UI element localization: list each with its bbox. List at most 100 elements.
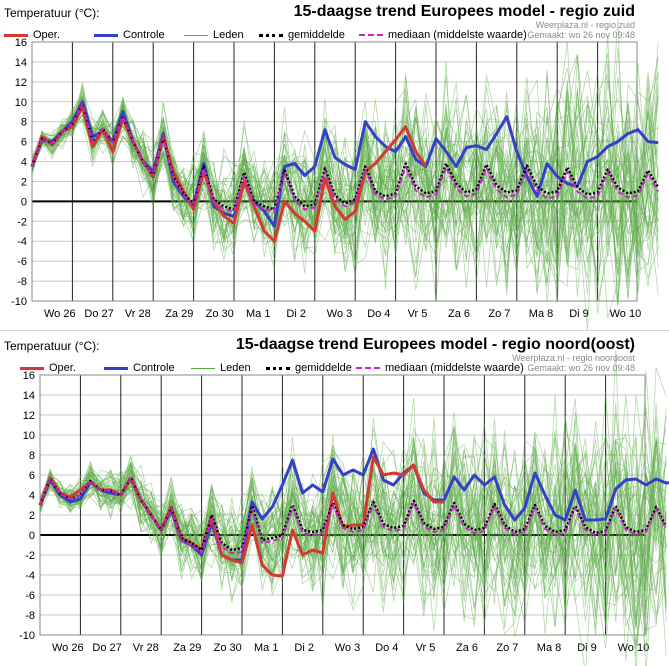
ensemble-member-line <box>39 394 667 624</box>
ensemble-member-line <box>39 434 667 601</box>
y-axis-label: Temperatuur (°C): <box>4 6 100 20</box>
ensemble-member-line <box>39 433 667 666</box>
x-tick-label: Do 27 <box>84 308 113 320</box>
ensemble-member-line <box>39 443 667 604</box>
ensemble-member-line <box>39 431 667 628</box>
legend-item-controle: Controle <box>104 362 175 374</box>
x-tick-label: Za 6 <box>448 308 470 320</box>
y-tick-label: 12 <box>23 410 35 422</box>
x-tick-label: Wo 10 <box>610 308 642 320</box>
ensemble-member-line <box>39 438 667 666</box>
ensemble-member-line <box>31 82 659 296</box>
ensemble-member-line <box>39 428 667 657</box>
x-tick-label: Vr 5 <box>408 308 428 320</box>
ensemble-member-line <box>31 76 659 303</box>
x-tick-label: Za 29 <box>165 308 193 320</box>
ensemble-member-line <box>39 437 667 657</box>
y-tick-label: -6 <box>17 256 27 268</box>
x-tick-label: Wo 3 <box>327 308 352 320</box>
ensemble-member-line <box>31 73 659 295</box>
y-tick-label: 0 <box>21 196 27 208</box>
legend-label-gemiddelde: gemiddelde <box>295 362 352 374</box>
legend-swatch-mediaan <box>356 367 380 369</box>
legend-item-mediaan: mediaan (middelste waarde) <box>356 362 524 374</box>
y-tick-label: 8 <box>21 117 27 129</box>
y-tick-label: 14 <box>23 390 35 402</box>
x-tick-label: Ma 8 <box>529 308 553 320</box>
legend-swatch-gemiddelde <box>259 33 283 37</box>
x-tick-label: Zo 30 <box>206 308 234 320</box>
ensemble-members <box>31 18 659 332</box>
x-tick-label: Wo 3 <box>335 642 360 654</box>
legend-label-leden: Leden <box>220 362 251 374</box>
legend-label-oper: Oper. <box>33 29 60 41</box>
legend-item-mediaan: mediaan (middelste waarde) <box>359 29 527 41</box>
ensemble-members <box>39 350 667 666</box>
x-tick-label: Ma 1 <box>246 308 270 320</box>
ensemble-member-line <box>39 443 667 666</box>
ensemble-member-line <box>39 395 667 607</box>
y-tick-label: 6 <box>21 137 27 149</box>
legend-label-controle: Controle <box>123 29 165 41</box>
legend-swatch-oper <box>20 366 44 370</box>
y-tick-label: -10 <box>19 630 35 642</box>
legend-swatch-oper <box>4 33 28 37</box>
y-axis-label: Temperatuur (°C): <box>4 339 100 353</box>
ensemble-member-line <box>31 97 659 302</box>
ensemble-member-line <box>39 439 667 648</box>
y-tick-label: 4 <box>29 490 35 502</box>
ensemble-member-line <box>31 90 659 277</box>
y-tick-label: -8 <box>25 610 35 622</box>
legend-label-oper: Oper. <box>49 362 76 374</box>
series-oper-line <box>30 105 428 243</box>
ensemble-member-line <box>31 88 659 280</box>
x-tick-label: Do 4 <box>367 308 390 320</box>
ensemble-member-line <box>31 89 659 290</box>
ensemble-member-line <box>39 436 667 593</box>
ensemble-member-line <box>31 106 659 289</box>
legend-swatch-controle <box>94 33 118 37</box>
x-tick-label: Wo 10 <box>618 642 650 654</box>
y-tick-label: -2 <box>17 216 27 228</box>
ensemble-member-line <box>39 439 667 628</box>
x-tick-label: Zo 30 <box>214 642 242 654</box>
legend-item-leden: Leden <box>184 29 244 41</box>
chart-panel-zuid: Temperatuur (°C): 15-daagse trend Europe… <box>0 0 669 332</box>
ensemble-member-line <box>31 73 659 273</box>
ensemble-member-line <box>39 416 667 627</box>
ensemble-member-line <box>39 443 667 623</box>
legend-item-oper: Oper. <box>4 29 60 41</box>
legend-label-controle: Controle <box>133 362 175 374</box>
ensemble-member-line <box>31 35 659 267</box>
x-tick-label: Di 9 <box>569 308 589 320</box>
ensemble-member-line <box>31 57 659 319</box>
ensemble-member-line <box>31 97 659 332</box>
y-tick-label: -8 <box>17 276 27 288</box>
ensemble-member-line <box>39 394 667 629</box>
ensemble-member-line <box>39 455 667 618</box>
ensemble-member-line <box>31 86 659 268</box>
temperature-plot-noordoost: -10 -8 -6 -4 -2 0 2 4 6 8 10 12 14 16 Wo 26 Do 27 Vr 28 Z… <box>19 350 669 666</box>
x-tick-label: Di 9 <box>577 642 597 654</box>
series-mediaan-line <box>31 102 660 213</box>
y-tick-label: -2 <box>25 550 35 562</box>
y-tick-label: 2 <box>21 176 27 188</box>
chart-title: 15-daagse trend Europees model - regio z… <box>293 3 635 20</box>
ensemble-member-line <box>31 55 659 306</box>
ensemble-member-line <box>31 54 659 287</box>
ensemble-member-line <box>39 441 667 603</box>
legend-swatch-leden <box>184 34 208 36</box>
y-tick-label: 16 <box>15 37 27 49</box>
ensemble-member-line <box>39 415 667 644</box>
ensemble-member-line <box>39 427 667 627</box>
y-tick-label: 16 <box>23 370 35 382</box>
y-tick-label: 10 <box>23 430 35 442</box>
ensemble-member-line <box>31 96 659 274</box>
legend-item-oper: Oper. <box>20 362 76 374</box>
y-tick-label: 14 <box>15 57 27 69</box>
x-tick-label: Ma 8 <box>537 642 561 654</box>
legend-label-leden: Leden <box>213 29 244 41</box>
ensemble-member-line <box>39 439 667 631</box>
x-tick-label: Wo 26 <box>52 642 84 654</box>
legend-swatch-mediaan <box>359 34 383 36</box>
